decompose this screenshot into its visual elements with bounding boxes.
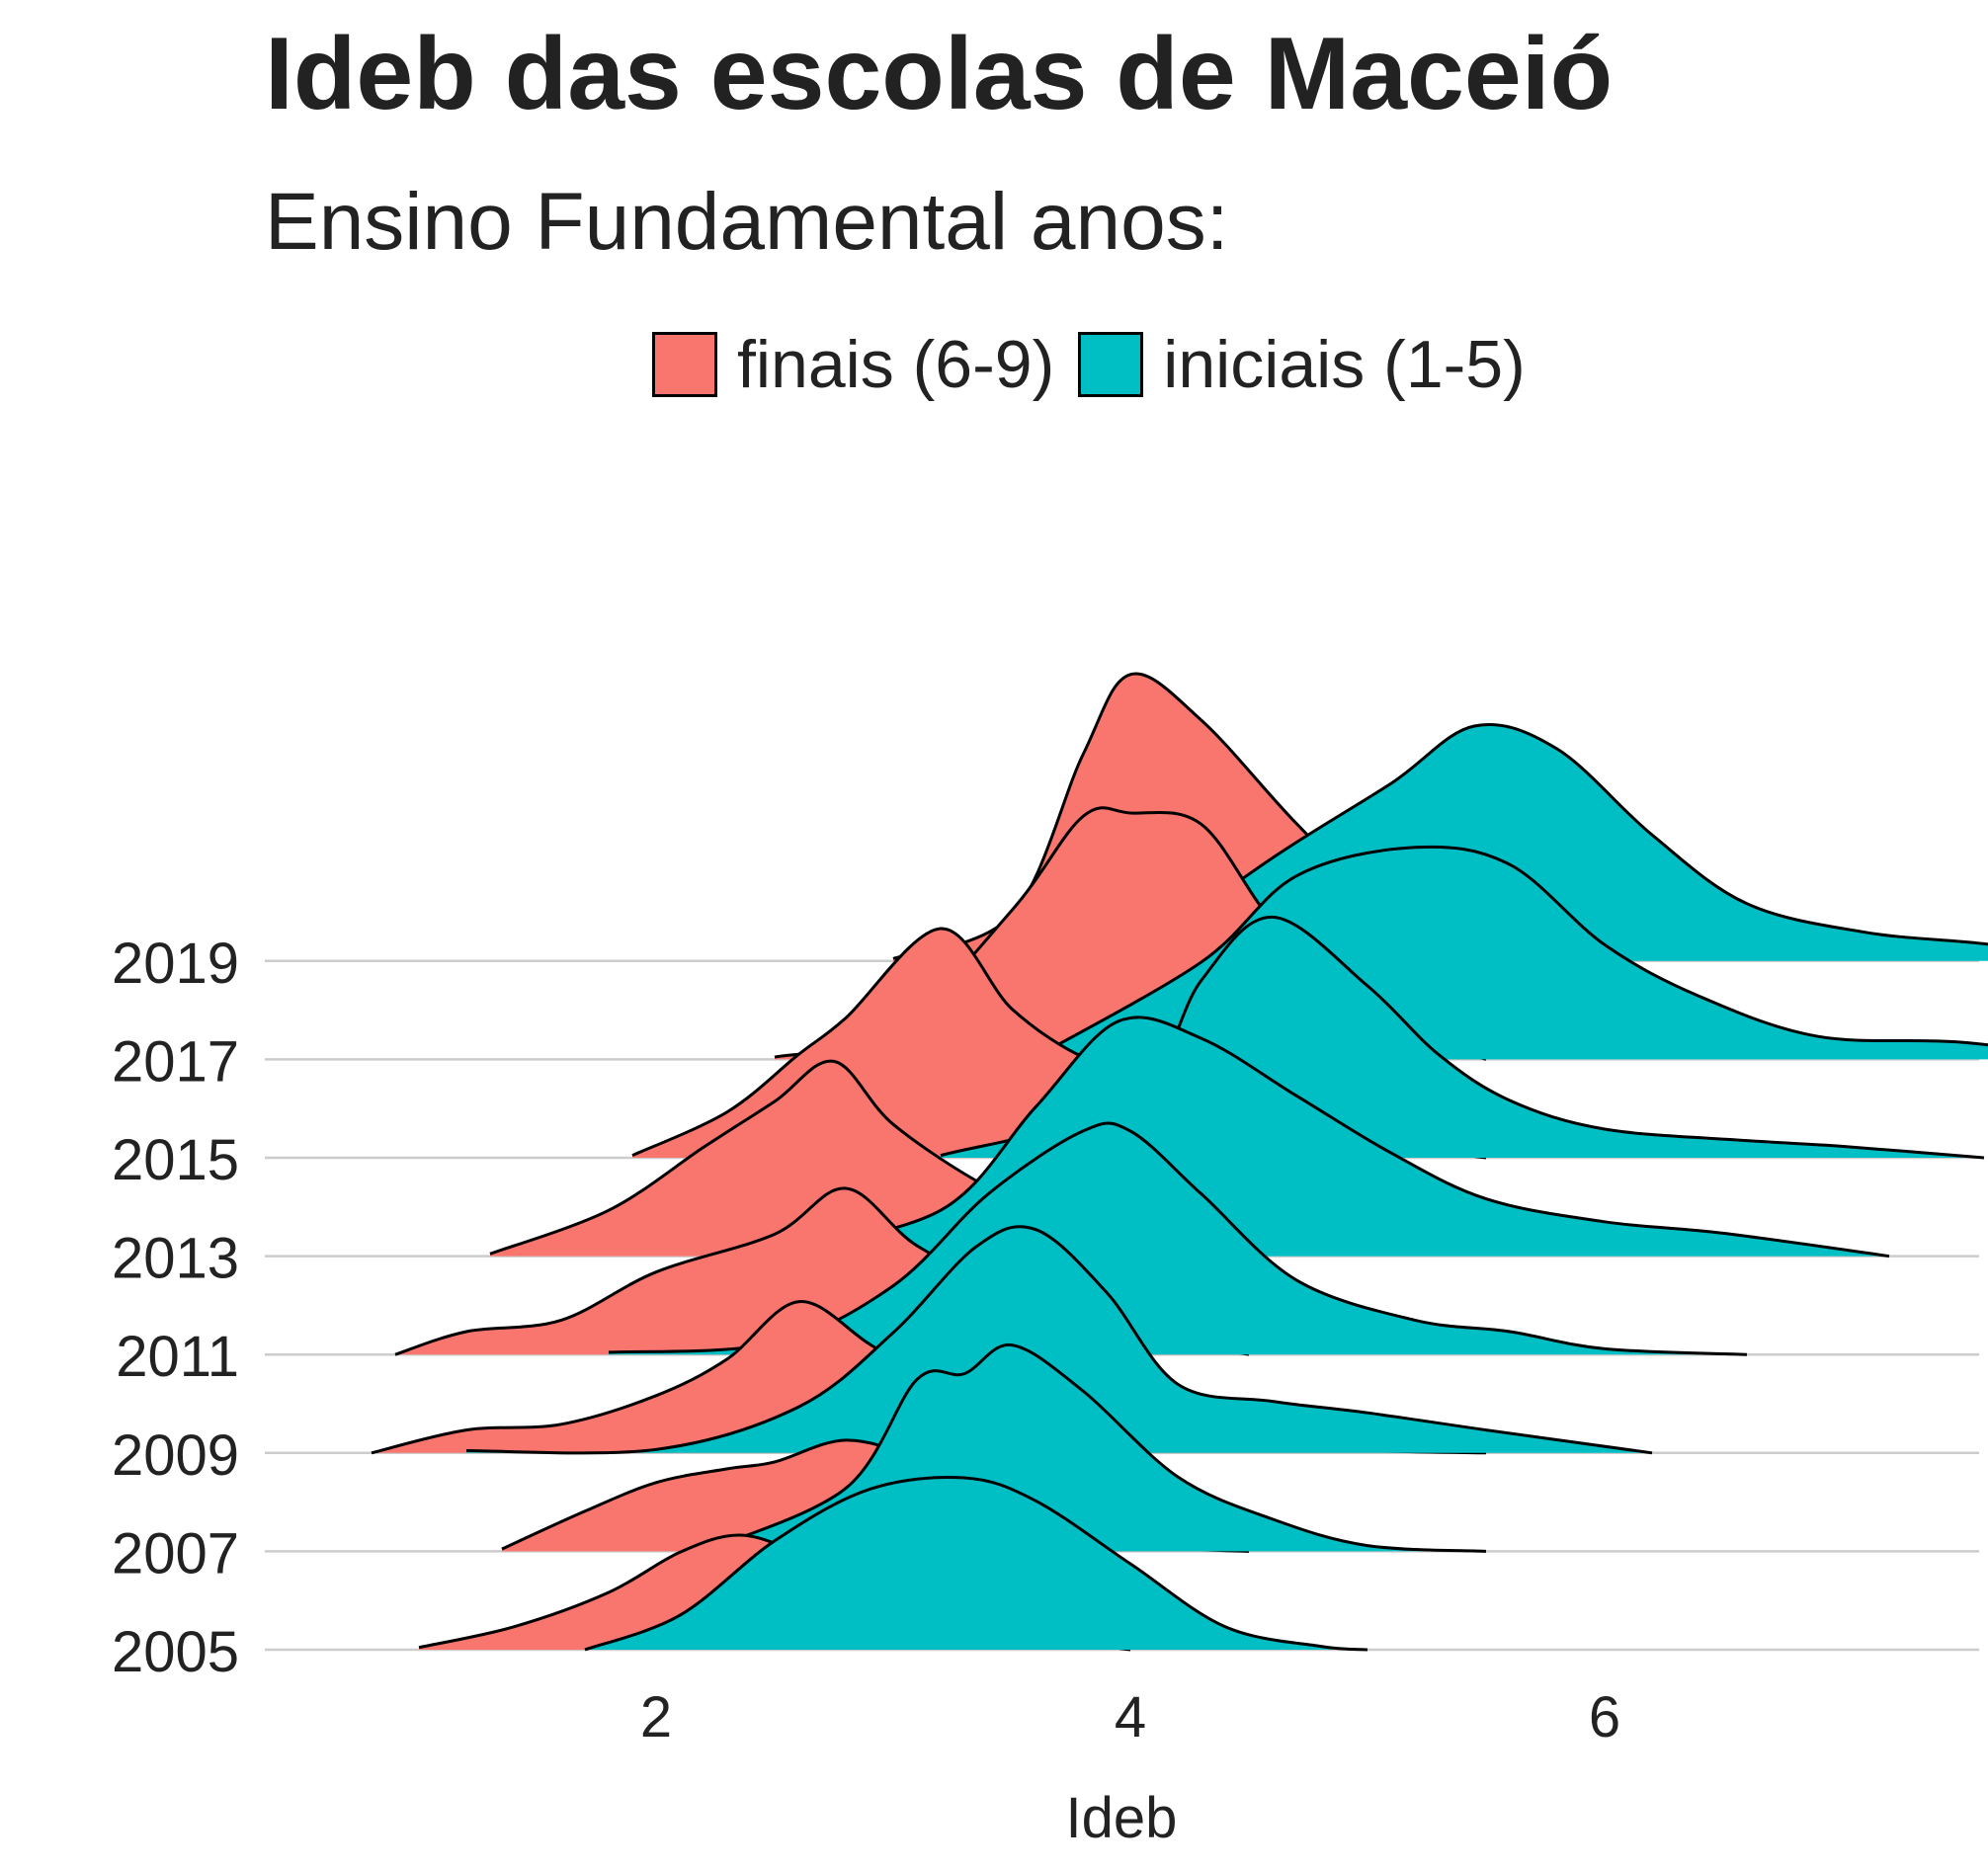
- ridge-fill-finais-2013: [490, 1061, 1249, 1257]
- y-tick-label-2011: 2011: [116, 1325, 239, 1389]
- x-axis-label: Ideb: [1066, 1786, 1178, 1850]
- y-tick-label-2015: 2015: [112, 1128, 239, 1192]
- chart-subtitle: Ensino Fundamental anos:: [265, 177, 1229, 267]
- ridge-outline-iniciais-2019: [1129, 722, 1988, 960]
- legend-item-finais: finais (6-9): [652, 326, 1054, 403]
- y-tick-label-2005: 2005: [112, 1620, 239, 1684]
- ridge-outline-iniciais-2017: [1035, 845, 1988, 1059]
- legend: finais (6-9) iniciais (1-5): [652, 326, 1549, 403]
- ridge-outline-iniciais-2009: [465, 1225, 1653, 1455]
- legend-swatch-finais: [652, 332, 717, 397]
- y-axis-tick-labels: 2005 2007 2009 2011 2013 2015 2017 2019: [112, 932, 239, 1684]
- y-tick-label-2017: 2017: [112, 1029, 239, 1094]
- ridge-outline-iniciais-2005: [584, 1475, 1368, 1652]
- x-tick-label-4: 4: [1115, 1685, 1146, 1749]
- ridge-fill-iniciais-2011: [609, 1123, 1747, 1355]
- x-tick-label-6: 6: [1589, 1685, 1620, 1749]
- ridge-fill-finais-2009: [372, 1301, 1486, 1453]
- legend-label-iniciais: iniciais (1-5): [1163, 327, 1526, 402]
- ridge-fill-iniciais-2009: [466, 1226, 1652, 1453]
- y-tick-label-2009: 2009: [112, 1423, 239, 1488]
- y-tick-label-2007: 2007: [112, 1521, 239, 1585]
- x-axis-tick-labels: 2 4 6: [640, 1685, 1620, 1749]
- ridge-fill-iniciais-2005: [585, 1477, 1367, 1650]
- ridge-outline-iniciais-2013: [774, 1016, 1890, 1259]
- chart-title: Ideb das escolas de Maceió: [265, 17, 1614, 131]
- ridge-outline-iniciais-2007: [703, 1343, 1487, 1553]
- y-tick-label-2019: 2019: [112, 932, 239, 996]
- legend-swatch-iniciais: [1078, 332, 1144, 397]
- x-tick-label-2: 2: [640, 1685, 672, 1749]
- ridge-outline-iniciais-2011: [608, 1121, 1748, 1356]
- y-tick-label-2013: 2013: [112, 1227, 239, 1291]
- ridges: [371, 672, 1988, 1652]
- legend-label-finais: finais (6-9): [737, 327, 1055, 402]
- legend-item-iniciais: iniciais (1-5): [1078, 326, 1526, 403]
